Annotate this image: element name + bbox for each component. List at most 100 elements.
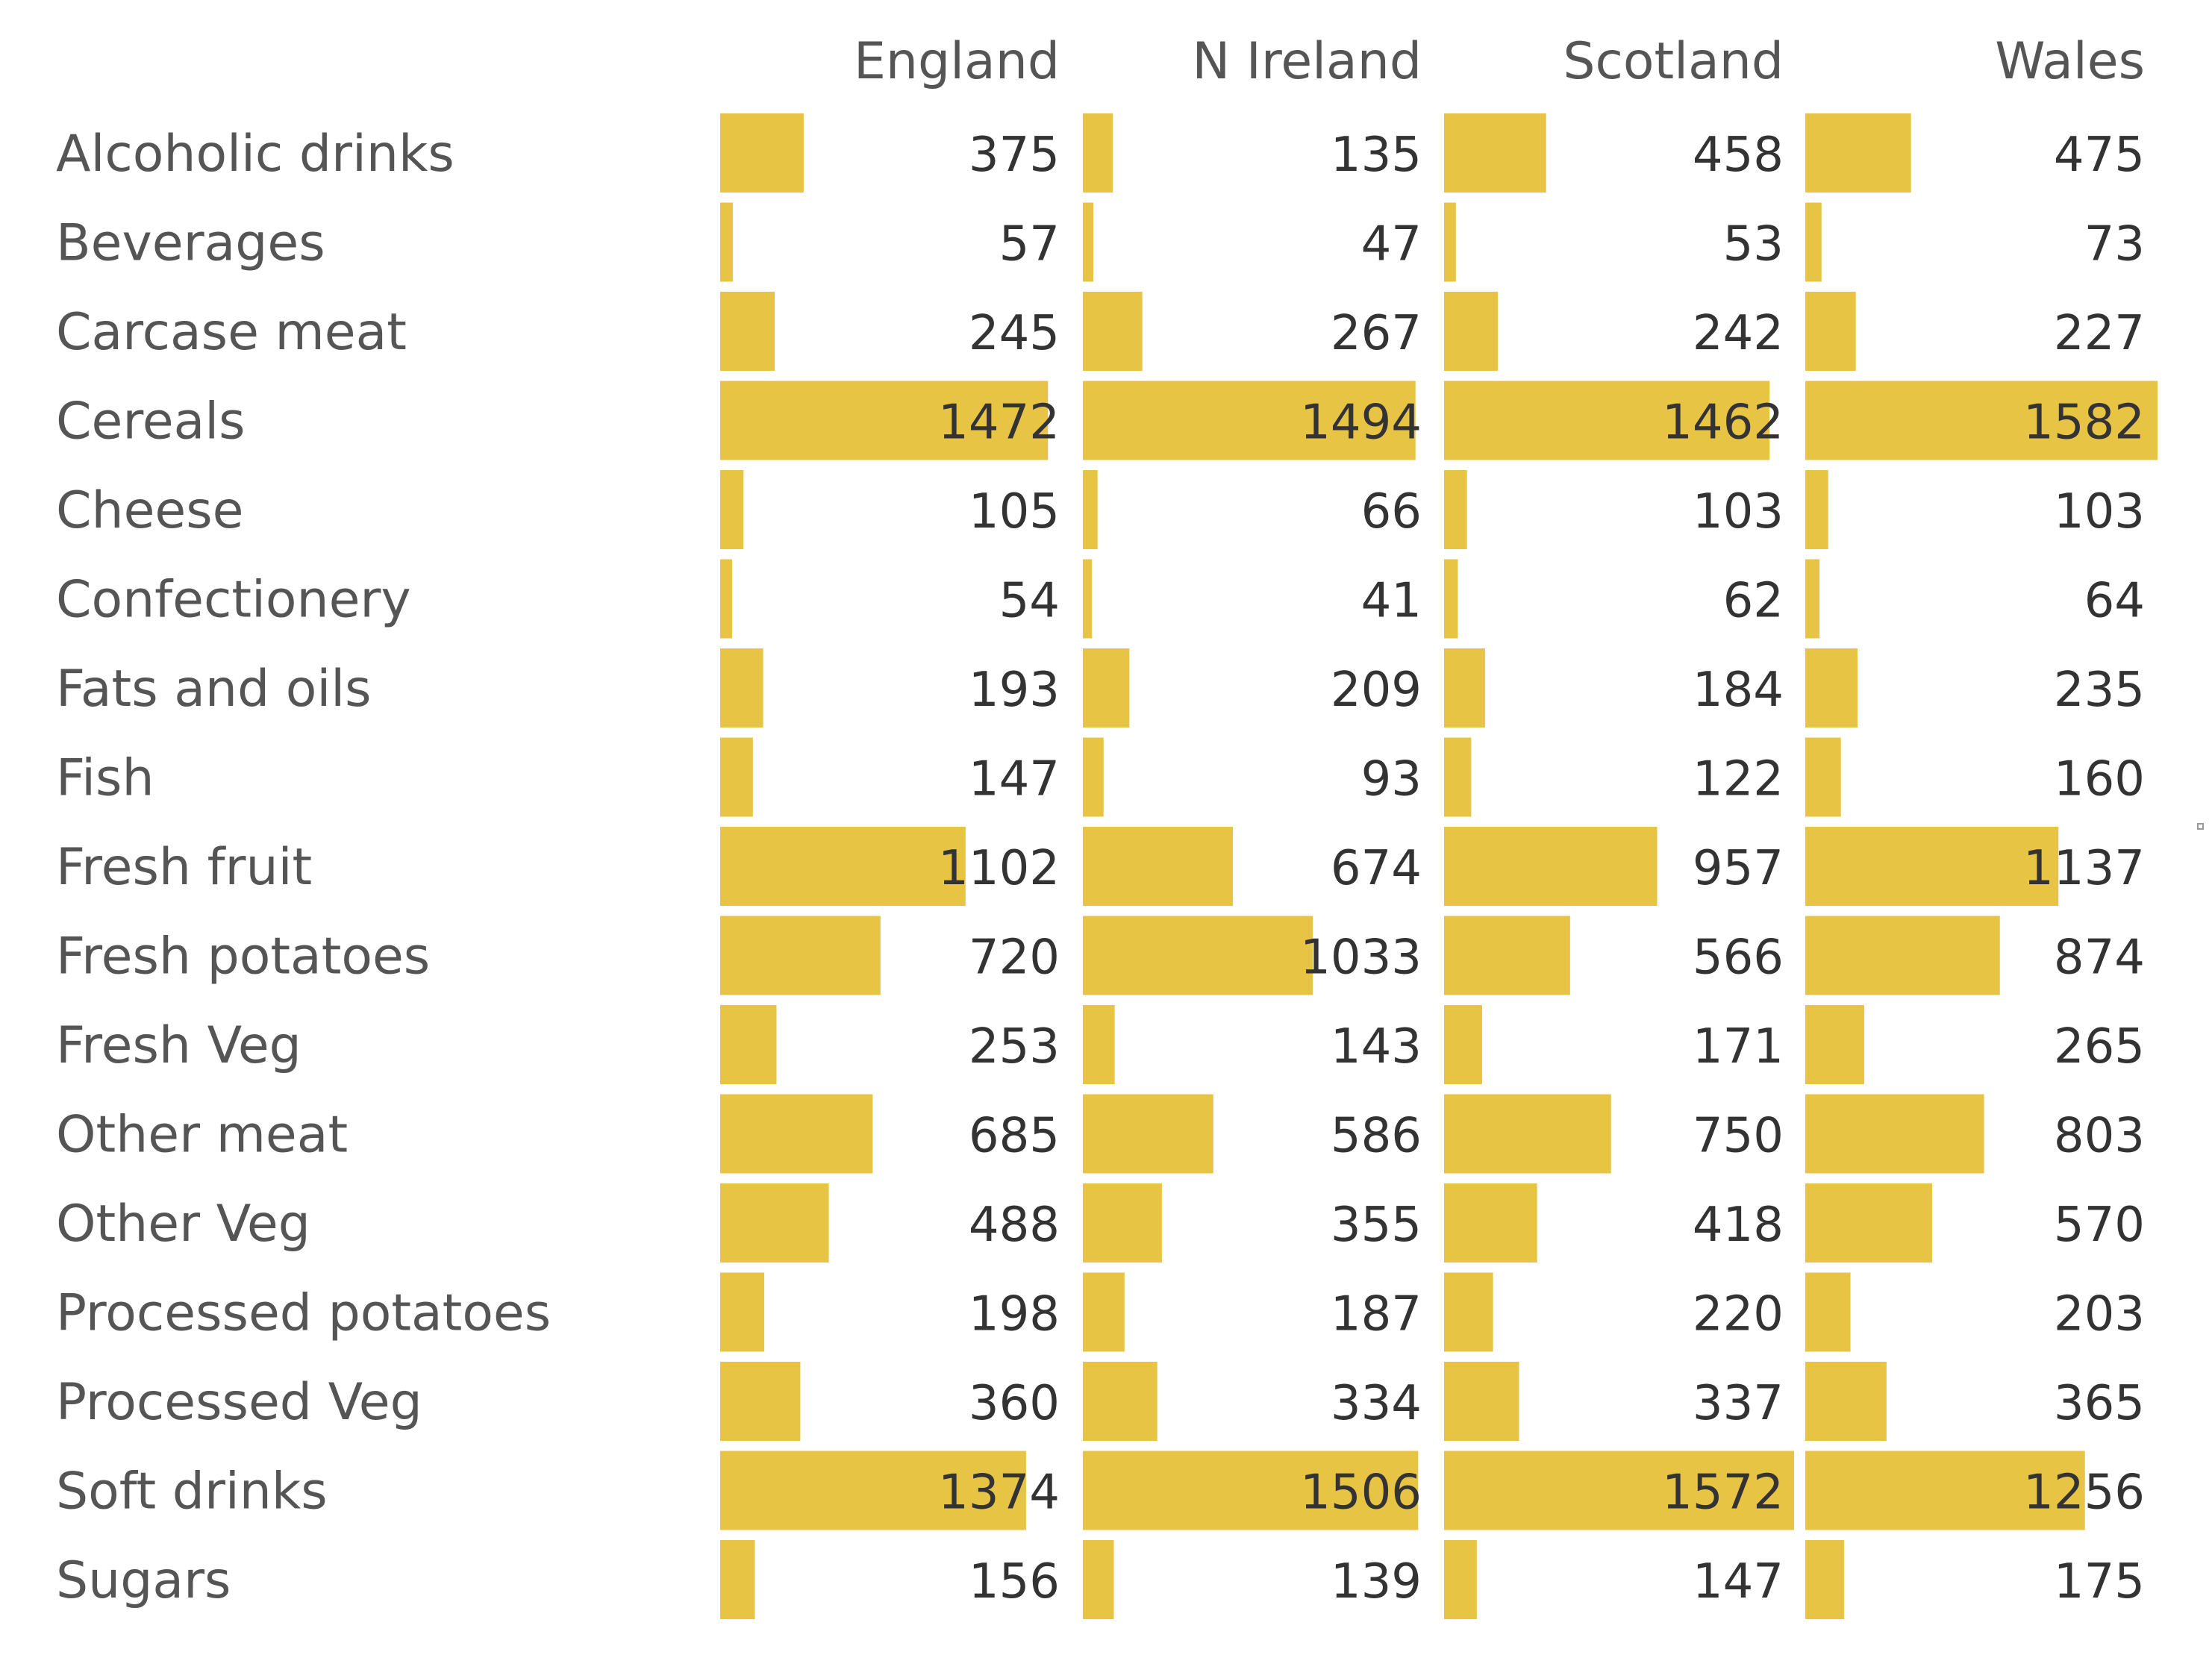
value-label-2-9: 566 (1693, 930, 1784, 986)
bar-3-11 (1805, 1094, 1984, 1174)
bar-1-15 (1083, 1451, 1419, 1530)
value-label-1-3: 1494 (1300, 395, 1422, 451)
bar-1-7 (1083, 737, 1104, 817)
value-label-1-12: 355 (1331, 1198, 1422, 1253)
value-label-3-16: 175 (2054, 1554, 2145, 1609)
value-label-1-5: 41 (1361, 574, 1422, 629)
bar-3-15 (1805, 1451, 2085, 1530)
bar-1-2 (1083, 292, 1143, 371)
value-label-0-7: 147 (969, 752, 1060, 807)
value-label-3-7: 160 (2054, 752, 2145, 807)
bar-0-1 (720, 202, 734, 282)
selection-marker[interactable] (2197, 823, 2204, 830)
bar-3-5 (1805, 559, 1820, 639)
bar-0-6 (720, 648, 763, 728)
value-label-0-1: 57 (999, 217, 1060, 272)
value-labels: 375 135 458 475 57 47 53 73 245 267 242 227 1472 1494… (938, 128, 2145, 1609)
value-label-2-8: 957 (1693, 841, 1784, 896)
value-label-0-5: 54 (999, 574, 1060, 629)
category-label-14: Processed Veg (56, 1373, 422, 1432)
bar-2-6 (1444, 648, 1485, 728)
value-label-2-3: 1462 (1662, 395, 1784, 451)
value-label-3-15: 1256 (2023, 1465, 2145, 1521)
value-label-1-7: 93 (1361, 752, 1422, 807)
value-label-0-4: 105 (969, 484, 1060, 539)
bar-2-3 (1444, 381, 1770, 460)
bar-2-14 (1444, 1362, 1519, 1441)
value-label-2-14: 337 (1693, 1376, 1784, 1431)
bar-3-12 (1805, 1183, 1933, 1263)
value-label-1-11: 586 (1331, 1109, 1422, 1164)
bar-1-16 (1083, 1540, 1114, 1619)
bar-2-4 (1444, 470, 1467, 549)
value-label-3-8: 1137 (2023, 841, 2145, 896)
value-label-1-8: 674 (1331, 841, 1422, 896)
value-label-0-14: 360 (969, 1376, 1060, 1431)
column-header-1: N Ireland (1192, 32, 1422, 91)
category-label-9: Fresh potatoes (56, 927, 430, 986)
value-label-2-2: 242 (1693, 306, 1784, 361)
bar-2-1 (1444, 202, 1456, 282)
bar-0-16 (720, 1540, 755, 1619)
bar-0-11 (720, 1094, 873, 1174)
bar-1-13 (1083, 1272, 1125, 1352)
category-label-8: Fresh fruit (56, 838, 312, 897)
bar-2-5 (1444, 559, 1458, 639)
value-label-0-9: 720 (969, 930, 1060, 986)
bar-3-1 (1805, 202, 1822, 282)
value-label-0-6: 193 (969, 663, 1060, 718)
value-label-3-4: 103 (2054, 484, 2145, 539)
value-label-0-12: 488 (969, 1198, 1060, 1253)
value-label-0-2: 245 (969, 306, 1060, 361)
value-label-0-13: 198 (969, 1287, 1060, 1342)
bar-2-13 (1444, 1272, 1493, 1352)
category-label-3: Cereals (56, 392, 246, 451)
bar-3-4 (1805, 470, 1828, 549)
bar-0-0 (720, 113, 804, 193)
bar-0-8 (720, 827, 966, 906)
value-label-1-0: 135 (1331, 128, 1422, 183)
value-label-0-0: 375 (969, 128, 1060, 183)
category-label-10: Fresh Veg (56, 1016, 302, 1075)
value-label-2-16: 147 (1693, 1554, 1784, 1609)
bar-1-9 (1083, 916, 1313, 995)
category-label-0: Alcoholic drinks (56, 125, 454, 184)
value-label-1-1: 47 (1361, 217, 1422, 272)
value-label-0-10: 253 (969, 1019, 1060, 1074)
bar-1-11 (1083, 1094, 1213, 1174)
bar-1-10 (1083, 1005, 1115, 1084)
category-label-5: Confectionery (56, 571, 411, 630)
bar-1-14 (1083, 1362, 1157, 1441)
bar-0-5 (720, 559, 733, 639)
bars (720, 113, 2158, 1619)
column-header-2: Scotland (1563, 32, 1784, 91)
bar-1-5 (1083, 559, 1093, 639)
category-label-13: Processed potatoes (56, 1284, 551, 1343)
bar-2-0 (1444, 113, 1546, 193)
category-label-6: Fats and oils (56, 660, 372, 719)
bar-2-11 (1444, 1094, 1611, 1174)
bar-2-15 (1444, 1451, 1795, 1530)
bar-3-13 (1805, 1272, 1851, 1352)
value-label-2-7: 122 (1693, 752, 1784, 807)
value-label-3-13: 203 (2054, 1287, 2145, 1342)
category-label-16: Sugars (56, 1551, 231, 1610)
value-label-0-15: 1374 (938, 1465, 1060, 1521)
bar-2-9 (1444, 916, 1570, 995)
value-label-3-14: 365 (2054, 1376, 2145, 1431)
value-label-3-10: 265 (2054, 1019, 2145, 1074)
bar-2-7 (1444, 737, 1472, 817)
value-label-0-8: 1102 (938, 841, 1060, 896)
bar-1-12 (1083, 1183, 1162, 1263)
value-label-3-2: 227 (2054, 306, 2145, 361)
bar-3-6 (1805, 648, 1858, 728)
column-headers: England N Ireland Scotland Wales (854, 32, 2145, 91)
bar-3-8 (1805, 827, 2059, 906)
bar-0-13 (720, 1272, 765, 1352)
value-label-3-0: 475 (2054, 128, 2145, 183)
value-label-2-11: 750 (1693, 1109, 1784, 1164)
value-label-2-12: 418 (1693, 1198, 1784, 1253)
category-label-12: Other Veg (56, 1195, 310, 1254)
value-label-3-3: 1582 (2023, 395, 2145, 451)
